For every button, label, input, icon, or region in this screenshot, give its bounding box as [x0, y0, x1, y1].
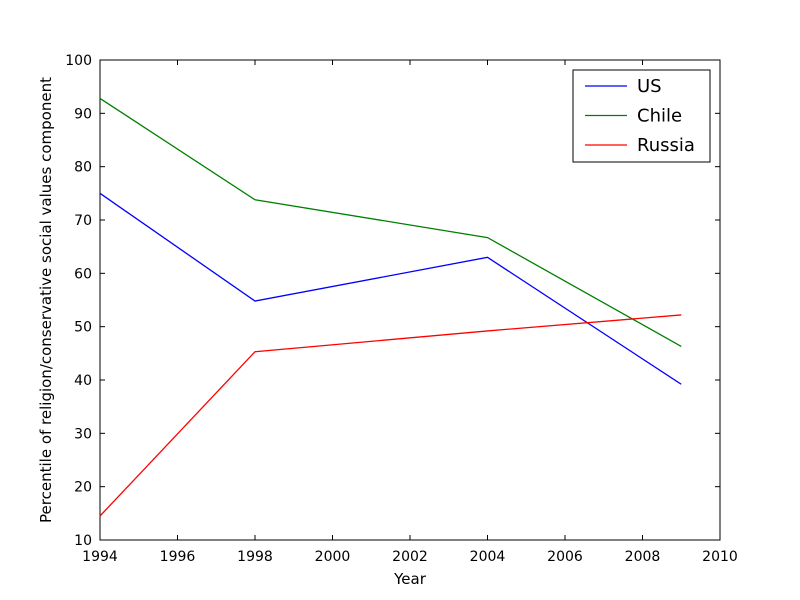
series-layer — [99, 97, 682, 517]
x-tick-label: 2002 — [392, 549, 428, 565]
y-tick-label: 30 — [74, 426, 92, 442]
legend-label-chile: Chile — [637, 106, 682, 127]
series-line-us — [99, 192, 682, 385]
x-tick-label: 2004 — [470, 549, 506, 565]
y-tick-label: 40 — [74, 373, 92, 389]
y-tick-label: 50 — [74, 320, 92, 336]
x-tick-label: 1996 — [160, 549, 196, 565]
series-line-chile — [99, 97, 682, 347]
x-tick-label: 1994 — [82, 549, 118, 565]
legend-label-russia: Russia — [637, 135, 695, 156]
legend: US Chile Russia — [572, 69, 711, 163]
x-tick-label: 2006 — [547, 549, 583, 565]
x-tick-label: 2010 — [702, 549, 738, 565]
y-tick-label: 60 — [74, 266, 92, 282]
y-tick-label: 70 — [74, 213, 92, 229]
legend-label-us: US — [637, 76, 662, 97]
y-tick-label: 100 — [65, 53, 92, 69]
y-tick-label: 10 — [74, 533, 92, 549]
x-axis-title: Year — [393, 570, 427, 588]
y-tick-label: 80 — [74, 160, 92, 176]
series-line-russia — [99, 314, 682, 517]
y-tick-label: 20 — [74, 480, 92, 496]
ticks-layer: 1994 1996 1998 2000 2002 2004 2006 2008 2010 10 20… — [65, 53, 738, 565]
x-tick-label: 1998 — [237, 549, 273, 565]
x-tick-label: 2008 — [625, 549, 661, 565]
y-tick-label: 90 — [74, 106, 92, 122]
x-tick-label: 2000 — [315, 549, 351, 565]
y-axis-title: Percentile of religion/conservative soci… — [37, 77, 55, 523]
